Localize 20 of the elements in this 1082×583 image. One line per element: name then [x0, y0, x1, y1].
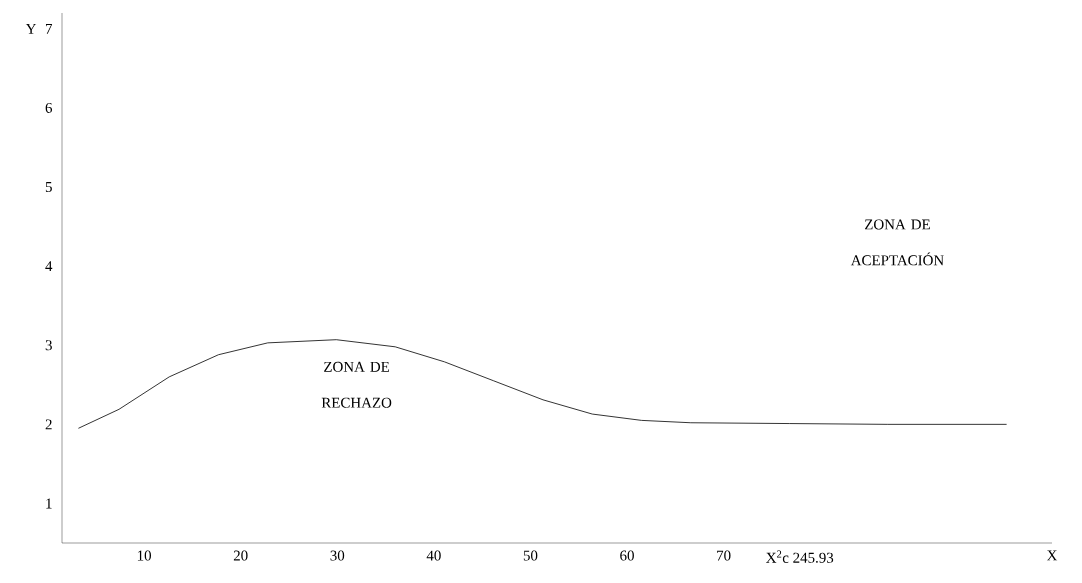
y-tick-label: 5 — [45, 182, 52, 192]
y-tick-label: 1 — [46, 498, 52, 509]
y-tick-label: 2 — [45, 419, 52, 430]
x-tick-label: 60 — [620, 550, 634, 561]
y-axis-title: Y — [25, 23, 37, 34]
y-tick-label: 3 — [45, 340, 52, 351]
y-tick-label: 7 — [45, 23, 53, 34]
y-tick-label: 4 — [45, 261, 53, 272]
x-tick-label: 10 — [137, 550, 152, 561]
x-tick-label: 30 — [330, 550, 345, 561]
y-tick-label: 6 — [45, 102, 53, 113]
x-tick-label: 50 — [523, 550, 538, 561]
x-axis-title: X — [1046, 550, 1058, 561]
text: ZONA DE ACEPTACIÓN — [850, 219, 944, 266]
x-tick-label: 20 — [233, 550, 248, 561]
text: X$^{2}$c 245.93 — [766, 550, 834, 563]
text: ZONA DE RECHAZO — [321, 361, 392, 408]
x-tick-label: 70 — [717, 550, 731, 561]
line-series — [78, 339, 1008, 429]
x-tick-label: 40 — [426, 550, 441, 561]
